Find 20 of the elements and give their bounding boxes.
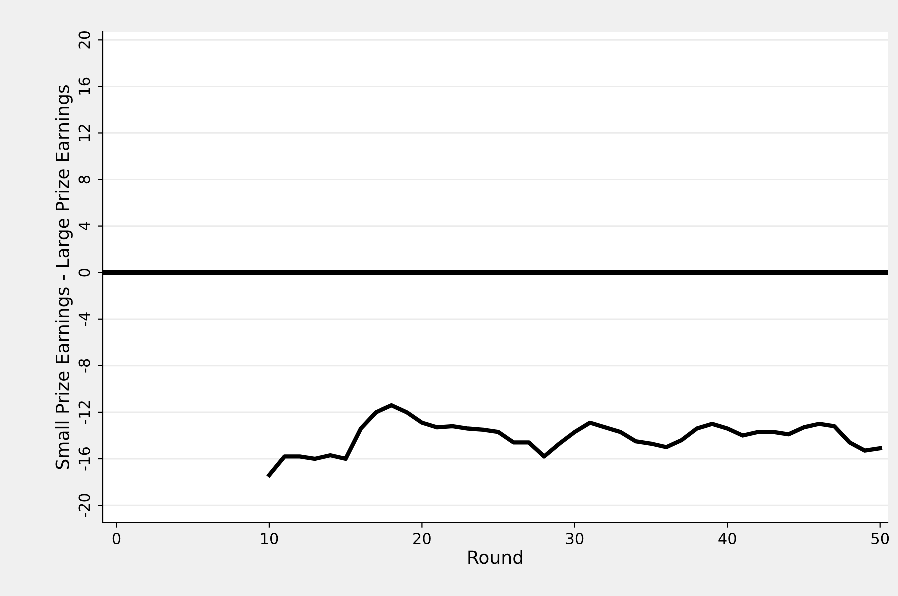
- y-tick-label: -20: [78, 494, 90, 518]
- line-series: [267, 403, 882, 478]
- x-tick-label: 0: [112, 532, 121, 545]
- x-tick-label: 50: [872, 532, 890, 545]
- y-tick-label: 16: [78, 78, 90, 95]
- x-tick-label: 40: [718, 532, 736, 545]
- x-tick-label: 20: [414, 532, 431, 545]
- y-tick-label: -16: [78, 447, 90, 471]
- y-tick-label: 12: [78, 125, 90, 142]
- y-axis-title: Small Prize Earnings - Large Prize Earnings: [55, 85, 73, 470]
- y-tick-label: -4: [78, 312, 90, 326]
- y-tick-label: -8: [78, 359, 90, 373]
- y-tick-label: 8: [78, 176, 90, 184]
- x-tick-label: 10: [261, 532, 278, 545]
- y-tick-label: 20: [78, 31, 90, 49]
- x-axis-title: Round: [468, 550, 522, 564]
- x-tick-label: 30: [566, 532, 584, 545]
- y-tick-label: 0: [78, 269, 90, 277]
- y-tick-label: 4: [78, 222, 90, 230]
- y-tick-label: -12: [78, 402, 90, 424]
